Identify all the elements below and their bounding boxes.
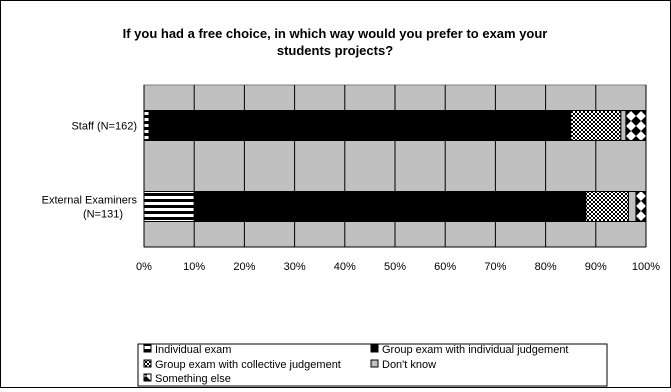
- x-tick-label: 30%: [284, 261, 306, 273]
- x-tick-label: 40%: [334, 261, 356, 273]
- bar-segment: [585, 191, 629, 222]
- x-tick-label: 100%: [632, 261, 660, 273]
- category-axis-labels: Staff (N=162) External Examiners (N=131): [42, 121, 138, 221]
- bar-segment: [625, 110, 647, 141]
- category-label: Staff (N=162): [71, 121, 137, 133]
- legend-swatch: [143, 344, 152, 353]
- bar-segment: [635, 191, 647, 222]
- legend-label: Individual exam: [155, 344, 231, 356]
- bar-segment: [193, 191, 587, 222]
- plot-area: [143, 84, 647, 248]
- x-tick-label: 60%: [434, 261, 456, 273]
- legend-swatch: [370, 359, 379, 368]
- chart-title-line-2: students projects?: [277, 43, 393, 58]
- x-tick-label: 80%: [535, 261, 557, 273]
- x-tick-label: 50%: [384, 261, 406, 273]
- legend: Individual exam Group exam with individua…: [137, 343, 608, 387]
- chart-title-line-1: If you had a free choice, in which way w…: [123, 26, 548, 41]
- legend-swatch: [143, 359, 152, 368]
- legend-label: Something else: [155, 373, 231, 385]
- bar-segment: [627, 191, 637, 222]
- bar-segment: [143, 110, 150, 141]
- x-tick-label: 0%: [136, 261, 152, 273]
- bar-segment: [620, 110, 627, 141]
- x-tick-label: 70%: [484, 261, 506, 273]
- bar-segment: [570, 110, 622, 141]
- category-label: External Examiners (N=131): [42, 195, 138, 221]
- legend-label: Don't know: [382, 359, 436, 371]
- bar-segment: [143, 191, 195, 222]
- x-tick-label: 20%: [233, 261, 255, 273]
- legend-swatch: [143, 373, 152, 382]
- legend-label: Group exam with individual judgement: [382, 344, 569, 356]
- bar-segment: [148, 110, 572, 141]
- legend-label: Group exam with collective judgement: [155, 359, 341, 371]
- x-tick-label: 90%: [585, 261, 607, 273]
- legend-swatch: [370, 344, 379, 353]
- x-axis-tick-labels: 0% 10% 20% 30% 40% 50% 60% 70% 80% 90% 100%: [136, 261, 660, 273]
- x-tick-label: 10%: [183, 261, 205, 273]
